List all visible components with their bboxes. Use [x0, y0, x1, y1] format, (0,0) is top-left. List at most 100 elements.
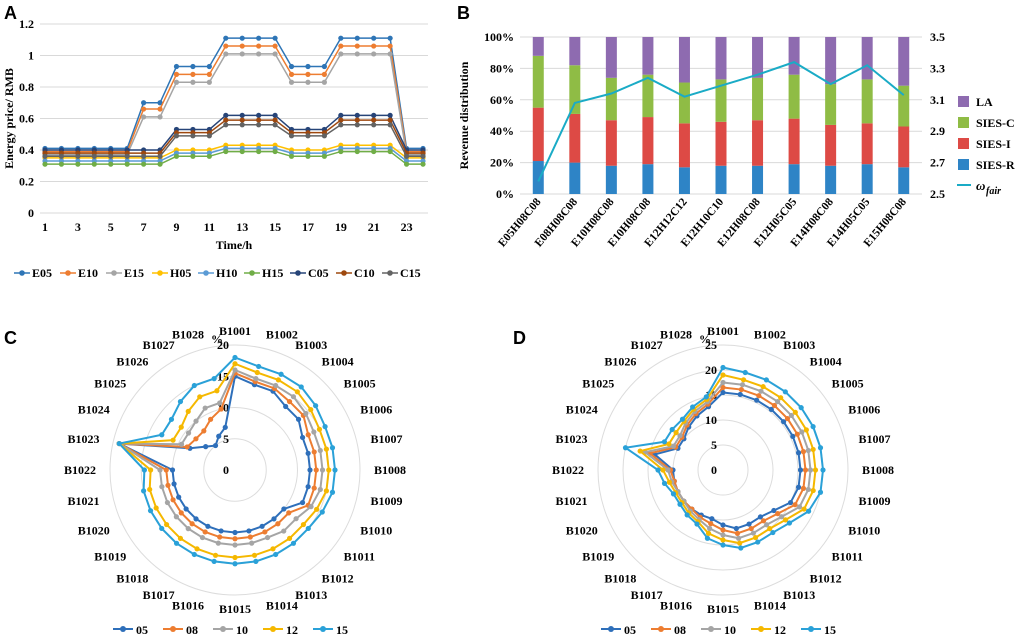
data-point	[371, 51, 377, 57]
legend-label: 12	[286, 623, 298, 636]
data-point	[673, 429, 679, 436]
data-point	[705, 530, 712, 536]
axis-label: B1024	[78, 403, 110, 417]
data-point	[661, 480, 668, 486]
data-point	[281, 506, 287, 512]
data-point	[75, 161, 81, 167]
radar-grid-circle	[203, 438, 267, 502]
legend-swatch	[958, 159, 969, 170]
radial-tick-label: 5	[711, 438, 717, 452]
data-point	[666, 479, 672, 485]
data-point	[190, 63, 196, 70]
data-point	[203, 444, 209, 450]
data-point	[796, 504, 803, 510]
data-point	[141, 467, 147, 473]
data-point	[792, 502, 798, 508]
data-point	[387, 43, 393, 49]
axis-label: B1015	[219, 602, 251, 616]
data-point	[704, 535, 711, 541]
data-point	[223, 112, 229, 118]
data-point	[805, 447, 811, 454]
data-point	[767, 526, 773, 532]
data-point	[58, 153, 65, 159]
data-point	[679, 416, 686, 422]
data-point	[206, 79, 212, 85]
data-point	[272, 117, 278, 123]
axis-label: B1006	[360, 403, 392, 417]
legend-label: SIES-R	[976, 158, 1015, 172]
bar-segment-LA	[569, 37, 581, 66]
radial-tick-label: 0	[223, 463, 229, 477]
data-point	[256, 122, 262, 128]
data-point	[165, 482, 171, 488]
data-point	[232, 561, 238, 567]
data-point	[308, 504, 314, 510]
data-point	[157, 161, 163, 167]
y2-tick-label: 2.7	[930, 156, 945, 170]
data-point	[322, 424, 328, 430]
data-point	[223, 43, 229, 49]
data-point	[661, 439, 668, 445]
axis-label: B1015	[707, 602, 739, 616]
data-point	[720, 379, 726, 386]
bar-segment-SIES-C	[532, 55, 544, 108]
data-point	[782, 517, 789, 523]
data-point	[211, 376, 217, 382]
panel-label-b: B	[457, 3, 470, 23]
data-point	[159, 525, 165, 532]
data-point	[311, 485, 317, 491]
axis-label: B1019	[582, 550, 614, 564]
data-point	[183, 506, 189, 512]
data-point	[670, 491, 677, 497]
data-point	[256, 148, 262, 155]
data-point	[211, 558, 217, 564]
radial-unit: %	[699, 332, 711, 346]
data-point	[329, 445, 336, 451]
y2-tick-label: 3.5	[930, 30, 945, 44]
axis-label: B1022	[64, 463, 96, 477]
bar-segment-SIES-I	[532, 107, 544, 162]
data-point	[159, 432, 165, 438]
data-point	[42, 153, 48, 159]
axis-label: B1005	[344, 376, 376, 390]
data-point	[299, 434, 306, 441]
data-point	[278, 371, 284, 377]
data-point	[788, 412, 795, 419]
data-point	[218, 528, 224, 534]
data-point	[305, 484, 311, 490]
x-tick-label: 5	[108, 220, 114, 234]
data-point	[338, 51, 344, 57]
axis-label: B1028	[660, 327, 692, 341]
data-point	[141, 153, 147, 159]
data-point	[141, 161, 147, 167]
data-point	[163, 467, 169, 473]
axis-label: B1003	[783, 338, 815, 352]
y-tick-label: 100%	[484, 30, 514, 44]
series-line-E10	[45, 45, 423, 153]
radial-unit: %	[211, 332, 223, 346]
data-point	[734, 530, 741, 536]
data-point	[771, 402, 778, 409]
data-point	[190, 71, 196, 77]
y-tick-label: 1.2	[19, 17, 34, 31]
data-point	[665, 467, 671, 473]
x-tick-label: 1	[42, 220, 48, 234]
data-point	[737, 391, 743, 398]
data-point	[91, 153, 97, 159]
legend-marker	[157, 270, 163, 276]
data-point	[218, 406, 224, 412]
data-point	[321, 71, 327, 77]
legend-marker	[341, 270, 347, 276]
data-point	[764, 522, 770, 528]
data-point	[354, 35, 360, 41]
data-point	[164, 499, 171, 506]
legend-label: C05	[308, 266, 329, 280]
data-point	[288, 133, 295, 139]
data-point	[288, 63, 295, 70]
data-point	[239, 51, 245, 57]
legend-marker	[320, 626, 326, 632]
legend-subscript: fair	[986, 186, 1001, 197]
bar-segment-SIES-C	[898, 85, 910, 127]
data-point	[801, 506, 807, 512]
data-point	[256, 112, 262, 118]
